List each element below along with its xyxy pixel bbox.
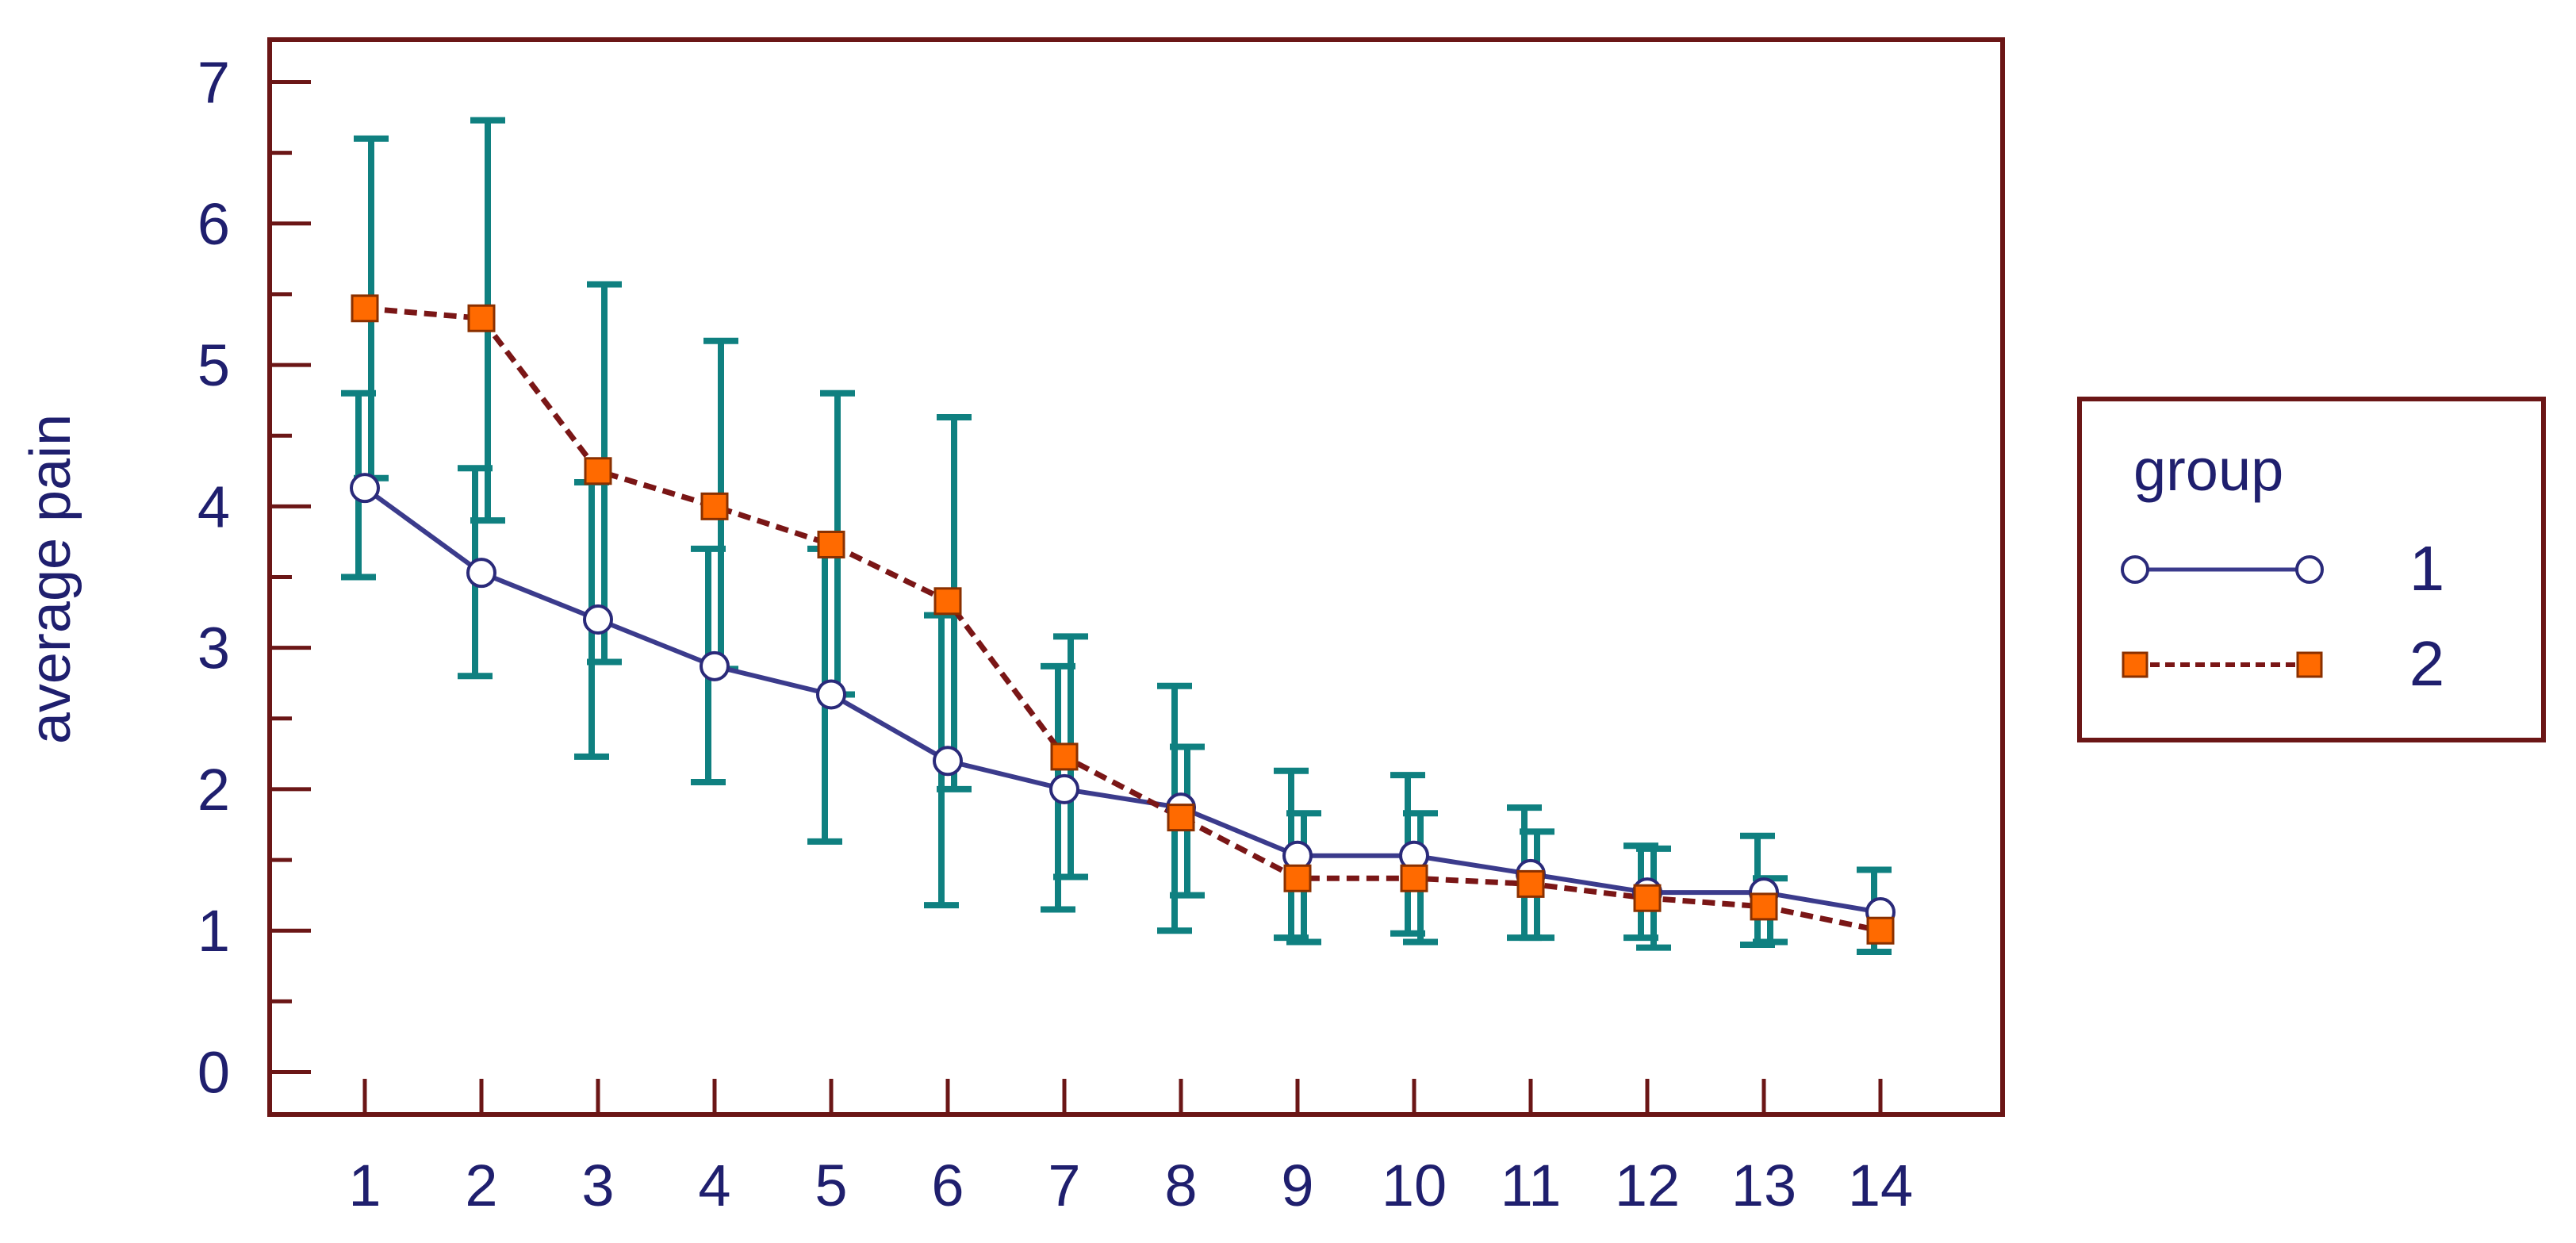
data-point-series-1 (466, 558, 496, 589)
data-point-series-2 (1516, 869, 1545, 898)
x-tick-label: 7 (1048, 1153, 1080, 1218)
legend-title: group (2133, 437, 2283, 503)
x-tick-label: 3 (581, 1153, 614, 1218)
x-tick-label: 13 (1731, 1153, 1796, 1218)
series-lines (363, 305, 1881, 934)
x-tick-label: 12 (1615, 1153, 1680, 1218)
data-point-series-2 (1167, 804, 1195, 832)
legend-label-1: 1 (2409, 533, 2445, 604)
data-point-series-1 (700, 650, 730, 681)
error-bars (341, 117, 1892, 955)
x-tick-label: 10 (1382, 1153, 1447, 1218)
y-tick-label: 0 (197, 1040, 230, 1106)
series-line-2 (364, 305, 1881, 934)
data-point-series-2 (1283, 864, 1312, 892)
data-point-series-2 (933, 587, 962, 616)
legend-marker-2 (2122, 651, 2149, 678)
x-tick-label: 2 (465, 1153, 497, 1218)
x-tick-label: 9 (1281, 1153, 1313, 1218)
x-tick-label: 5 (815, 1153, 847, 1218)
legend-marker-2 (2296, 651, 2323, 678)
legend-label-2: 2 (2409, 628, 2445, 699)
y-tick-label: 6 (197, 191, 230, 257)
y-tick-label: 3 (197, 616, 230, 681)
data-point-series-2 (1633, 884, 1662, 912)
data-point-series-2 (1750, 892, 1778, 921)
data-point-series-2 (584, 457, 612, 485)
data-point-series-1 (933, 746, 963, 777)
y-tick-label: 5 (197, 332, 230, 398)
data-point-series-1 (816, 679, 846, 710)
data-point-series-1 (583, 604, 613, 635)
series-line-1 (363, 485, 1881, 915)
data-point-series-2 (1400, 864, 1428, 892)
x-tick-label: 6 (931, 1153, 964, 1218)
y-tick-label: 2 (197, 757, 230, 823)
x-tick-label: 14 (1848, 1153, 1913, 1218)
data-point-series-2 (700, 492, 729, 520)
x-tick-label: 8 (1164, 1153, 1197, 1218)
plot-frame (267, 37, 2005, 1117)
x-tick-label: 1 (348, 1153, 381, 1218)
data-point-series-1 (1049, 773, 1079, 804)
y-axis-label: average pain (19, 414, 82, 744)
y-tick-label: 1 (197, 898, 230, 964)
data-point-series-2 (467, 304, 496, 332)
series-markers (350, 294, 1896, 945)
data-point-series-1 (350, 473, 380, 504)
y-tick-label: 4 (197, 474, 230, 539)
data-point-series-2 (1050, 742, 1079, 771)
y-tick-label: 7 (197, 49, 230, 115)
legend: group 1 2 (2077, 397, 2546, 742)
data-point-series-2 (817, 530, 845, 558)
x-tick-label: 4 (698, 1153, 730, 1218)
x-tick-label: 11 (1501, 1153, 1562, 1218)
data-point-series-2 (351, 294, 379, 323)
legend-marker-1 (2295, 555, 2324, 584)
legend-marker-1 (2121, 555, 2149, 584)
data-point-series-2 (1866, 916, 1895, 945)
